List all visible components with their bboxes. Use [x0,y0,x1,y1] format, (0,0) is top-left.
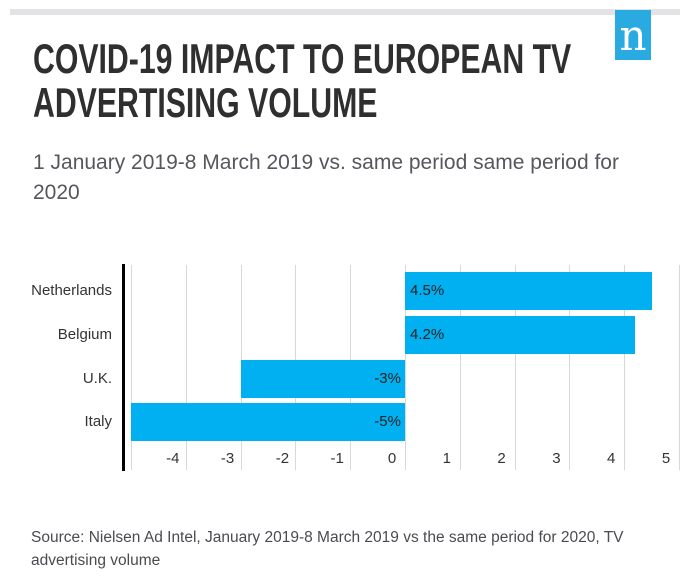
x-tick-label: 0 [387,450,397,467]
nielsen-logo: n [615,10,651,60]
x-tick-label: 1 [442,450,451,467]
x-tick-label: 2 [497,450,506,467]
gridline [185,265,187,470]
nielsen-logo-letter: n [619,11,647,60]
source-note: Source: Nielsen Ad Intel, January 2019-8… [31,529,624,569]
bar-value-label: -5% [374,413,401,430]
gridline [569,265,571,470]
bar-italy [131,403,405,441]
chart-title: COVID-19 IMPACT TO EUROPEAN TV ADVERTISI… [33,35,572,126]
x-tick-label: -4 [166,450,180,467]
y-axis-category-labels: Netherlands Belgium U.K. Italy [0,265,112,470]
category-label: Belgium [57,326,112,343]
gridline [514,265,516,470]
bar-netherlands [405,272,652,310]
category-label: Netherlands [31,282,112,299]
gridline [405,265,406,470]
bar-uk [240,360,405,398]
category-label: U.K. [82,370,112,387]
chart-subtitle: 1 January 2019-8 March 2019 vs. same per… [33,151,619,204]
chart-plot-area: 4.5% 4.2% -3% -5% -4 -3 -2 -1 0 1 2 3 4 5 [122,264,690,471]
x-tick-label: 3 [552,450,561,467]
gridline [679,265,680,470]
bar-value-label: -3% [374,370,401,387]
x-tick-label: 4 [607,450,616,467]
bar-chart: Netherlands Belgium U.K. Italy 4.5% 4.2% -3% -… [0,264,700,471]
bar-belgium [405,316,636,354]
gridline [131,265,132,470]
x-tick-label: 5 [661,450,671,467]
x-tick-label: -1 [330,450,344,467]
top-accent-bar [10,9,680,15]
bar-value-label: 4.2% [410,326,445,343]
gridline [624,265,626,470]
bar-value-label: 4.5% [410,282,445,299]
x-tick-label: -2 [275,450,290,467]
y-axis-line [122,264,125,471]
gridline [459,265,461,470]
x-tick-label: -3 [220,450,235,467]
category-label: Italy [84,413,112,430]
